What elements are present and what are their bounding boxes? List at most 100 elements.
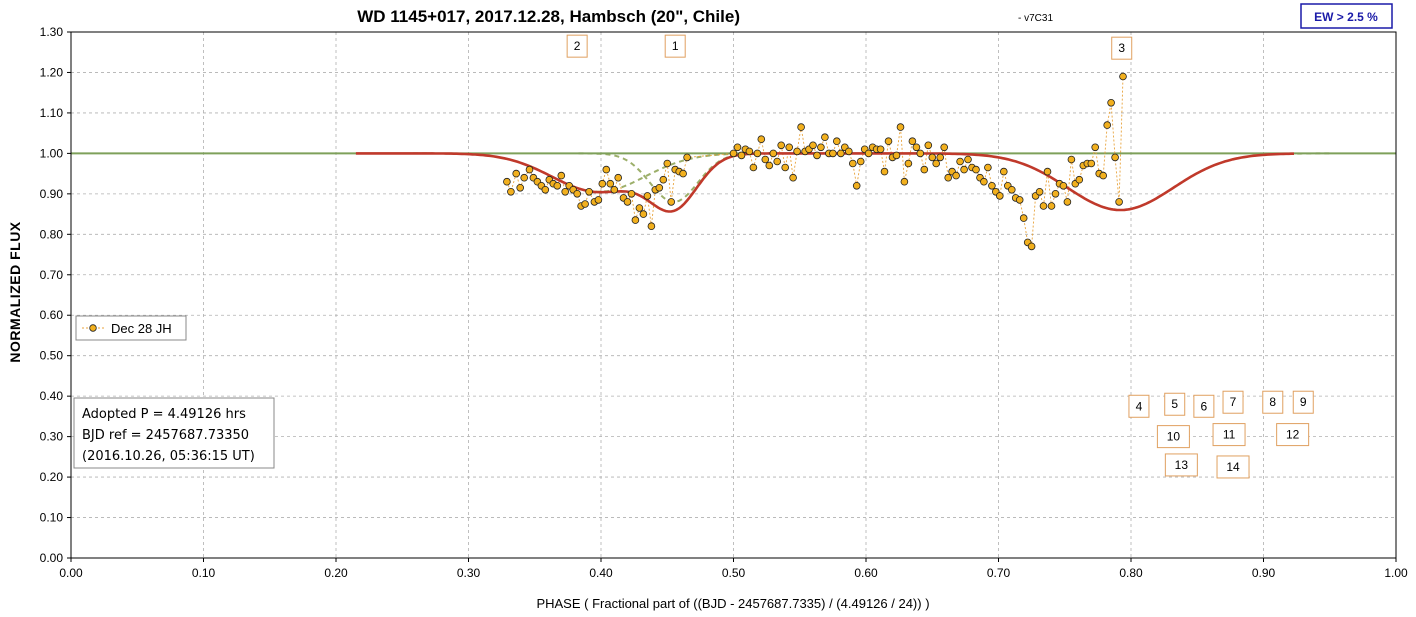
data-point: [1059, 182, 1068, 190]
marker-label-9-box: [1292, 390, 1314, 414]
marker-label-5-box: [1164, 392, 1186, 416]
data-point: [916, 149, 925, 158]
marker-label-11: 11: [1212, 423, 1246, 447]
data-point: [900, 177, 909, 186]
legend: Dec 28 JH: [75, 315, 187, 341]
data-point: [793, 147, 801, 156]
x-tick-label: 0.40: [589, 566, 613, 580]
data-point: [614, 173, 622, 182]
data-point: [610, 186, 619, 194]
data-point: [876, 145, 885, 154]
marker-label-6-box: [1193, 394, 1215, 418]
marker-label-13: 13: [1164, 453, 1198, 477]
dip-label-3: 3: [1111, 36, 1133, 60]
data-point: [1051, 190, 1060, 198]
x-tick-label: 0.30: [457, 566, 481, 580]
dip-label-1: 1: [664, 34, 686, 58]
chart-title: WD 1145+017, 2017.12.28, Hambsch (20", C…: [357, 7, 740, 26]
data-point: [892, 151, 901, 160]
marker-label-14-text: 14: [1226, 460, 1240, 474]
data-point: [1103, 121, 1111, 129]
legend-marker-icon: [89, 324, 97, 332]
data-point: [639, 210, 648, 218]
y-tick-label: 1.20: [40, 65, 64, 79]
info-box: Adopted P = 4.49126 hrs BJD ref = 245768…: [73, 397, 275, 469]
data-point: [627, 190, 636, 198]
data-point: [581, 200, 589, 208]
data-point: [829, 149, 837, 158]
info-period: Adopted P = 4.49126 hrs: [82, 407, 246, 422]
x-tick-label: 0.50: [722, 566, 746, 580]
data-point: [561, 188, 569, 196]
y-tick-label: 1.30: [40, 25, 64, 39]
data-point: [936, 153, 944, 162]
marker-label-11-box: [1212, 423, 1246, 447]
dip-label-2-box: [566, 34, 588, 58]
data-point: [988, 182, 996, 190]
data-point: [594, 196, 603, 204]
data-point: [1087, 159, 1096, 168]
data-point: [635, 204, 644, 212]
marker-label-7: 7: [1222, 390, 1244, 414]
x-tick-label: 0.80: [1119, 566, 1143, 580]
data-point: [789, 173, 797, 182]
grid-lines: [71, 31, 1396, 558]
marker-label-4: 4: [1128, 394, 1150, 418]
data-point: [844, 147, 853, 156]
data-point: [904, 159, 913, 168]
data-point: [864, 149, 873, 158]
y-tick-label: 0.50: [40, 349, 64, 363]
marker-label-5: 5: [1164, 392, 1186, 416]
data-point: [553, 182, 562, 190]
data-point: [655, 184, 664, 192]
y-tick-label: 1.10: [40, 106, 64, 120]
data-point: [809, 141, 817, 150]
info-date: (2016.10.26, 05:36:15 UT): [82, 449, 255, 464]
data-point: [924, 141, 933, 150]
data-point: [884, 137, 893, 146]
data-point: [836, 149, 845, 158]
data-point: [908, 137, 917, 146]
data-point: [631, 216, 640, 224]
x-tick-label: 0.70: [987, 566, 1011, 580]
ew-label: EW > 2.5 %: [1314, 10, 1378, 24]
data-point: [525, 165, 534, 174]
y-tick-label: 0.80: [40, 227, 64, 241]
series-connector: [506, 76, 1124, 248]
marker-labels: 4 5 6 7 8 9 10 11 12 13 14: [1128, 390, 1314, 479]
model-line: [355, 152, 1294, 213]
marker-label-5-text: 5: [1171, 397, 1178, 411]
marker-label-4-box: [1128, 394, 1150, 418]
marker-label-4-text: 4: [1136, 399, 1143, 413]
dip-label-2-text: 2: [574, 39, 581, 53]
y-tick-label: 0.60: [40, 308, 64, 322]
data-point: [516, 184, 524, 192]
x-tick-label: 0.60: [854, 566, 878, 580]
x-axis-label: PHASE ( Fractional part of ((BJD - 24576…: [536, 596, 929, 611]
data-point: [1119, 72, 1127, 81]
data-point: [753, 149, 762, 158]
data-point: [999, 167, 1008, 176]
data-point: [623, 198, 632, 206]
data-point: [896, 123, 905, 131]
data-point: [817, 143, 825, 152]
data-point: [606, 179, 615, 188]
y-tick-label: 0.90: [40, 187, 64, 201]
data-point: [1067, 155, 1076, 164]
x-tick-label: 0.10: [192, 566, 216, 580]
data-point: [663, 159, 672, 168]
marker-label-7-text: 7: [1230, 395, 1237, 409]
info-bjd-ref: BJD ref = 2457687.73350: [82, 428, 249, 443]
x-tick-labels: 0.00 0.10 0.20 0.30 0.40 0.50 0.60 0.70 0.80 0.90…: [59, 558, 1408, 580]
data-points: [503, 72, 1127, 251]
data-point: [541, 186, 550, 194]
y-tick-label: 0.40: [40, 389, 64, 403]
data-point: [856, 157, 865, 166]
y-tick-label: 0.30: [40, 430, 64, 444]
data-point: [659, 175, 668, 184]
marker-label-12-box: [1276, 423, 1310, 447]
data-point: [737, 151, 746, 160]
y-tick-label: 0.10: [40, 511, 64, 525]
data-point: [1047, 202, 1056, 210]
data-point: [573, 190, 581, 198]
